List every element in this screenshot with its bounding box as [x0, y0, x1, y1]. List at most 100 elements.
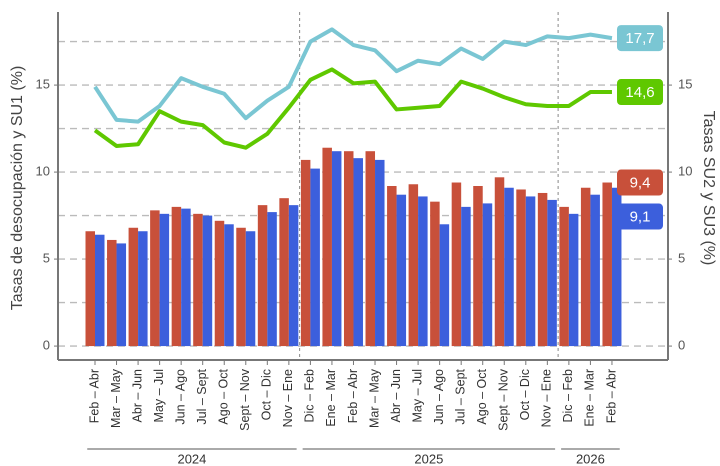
bar [171, 206, 182, 347]
bar [365, 151, 376, 347]
x-tick-label: Jul – Sept [195, 368, 209, 424]
value-label-text: 14,6 [625, 84, 654, 101]
x-tick-label: Ago – Oct [475, 368, 489, 424]
bar [418, 196, 428, 347]
x-tick-label: Abr – Jun [130, 369, 144, 423]
bar [288, 205, 299, 347]
x-tick-label: May – Jul [410, 369, 424, 423]
x-tick-label: Jun – Ago [173, 369, 187, 425]
bar [602, 182, 612, 347]
bar [310, 168, 320, 347]
bar [439, 224, 450, 347]
bar [473, 186, 483, 347]
value-label-box [617, 79, 663, 106]
year-label: 2026 [576, 451, 605, 466]
year-label: 2024 [177, 451, 206, 466]
x-tick-label: Ene – Mar [324, 369, 338, 427]
bar [279, 198, 289, 347]
y-tick-label: 15 [36, 77, 50, 92]
bar [482, 203, 493, 347]
x-tick-label: Mar – May [109, 368, 123, 428]
x-tick-label: Sept – Nov [238, 368, 252, 431]
x-tick-label: Jun – Ago [432, 369, 446, 425]
x-tick-label: Jul – Sept [453, 368, 467, 424]
bar [387, 186, 397, 347]
y2-tick-label: 10 [678, 164, 692, 179]
x-tick-label: Oct – Dic [518, 369, 532, 420]
value-label: 17,7 [617, 25, 663, 52]
bar [547, 199, 557, 347]
x-tick-label: Nov – Ene [540, 369, 554, 427]
line [93, 67, 612, 150]
value-label-text: 9,1 [630, 208, 651, 225]
bar [322, 147, 332, 347]
value-label-text: 17,7 [625, 30, 654, 47]
bar [396, 194, 407, 347]
bar [408, 184, 419, 347]
bar [537, 192, 548, 347]
x-tick-label: Sept – Nov [497, 368, 511, 431]
x-tick-label: Dic – Feb [303, 369, 317, 423]
y-tick-label: 0 [43, 338, 50, 353]
y-tick-label: 10 [36, 164, 50, 179]
bar [257, 205, 268, 347]
x-tick-label: Ene – Mar [583, 369, 597, 427]
bar [159, 213, 170, 347]
bar [95, 234, 105, 347]
bar [128, 227, 139, 347]
bar [494, 177, 505, 347]
bar [525, 196, 536, 347]
bar [85, 231, 95, 347]
bar [300, 159, 311, 347]
bar [138, 231, 148, 347]
value-label-text: 9,4 [630, 174, 651, 191]
bar [611, 187, 622, 347]
year-label: 2025 [414, 451, 443, 466]
bar [202, 215, 213, 347]
bar [353, 158, 363, 347]
bar [516, 189, 526, 347]
bar [116, 243, 127, 347]
bar [193, 213, 203, 347]
bar [245, 231, 256, 347]
bar [451, 182, 462, 347]
y-axis-title: Tasas de desocupación y SU1 (%) [9, 66, 26, 311]
bar [236, 227, 246, 347]
x-tick-label: Ago – Oct [217, 368, 231, 424]
bar [375, 159, 385, 347]
bar [559, 206, 569, 347]
bar [461, 206, 471, 347]
y-tick-label: 5 [43, 251, 50, 266]
value-label-box [617, 25, 663, 52]
bar [181, 208, 191, 347]
bar [580, 187, 591, 347]
bar [214, 220, 225, 347]
x-tick-label: Dic – Feb [561, 369, 575, 423]
x-tick-label: Nov – Ene [281, 369, 295, 427]
bar [504, 187, 514, 347]
y2-axis-title: Tasas SU2 y SU3 (%) [700, 111, 717, 266]
bar [224, 224, 234, 347]
value-label: 14,6 [617, 79, 663, 106]
value-label-box [617, 169, 663, 196]
bar [267, 212, 277, 347]
x-tick-label: Abr – Jun [389, 369, 403, 423]
x-tick-label: Oct – Dic [260, 369, 274, 420]
bar [107, 239, 117, 347]
bar [331, 151, 342, 347]
value-label-box [617, 203, 663, 230]
value-label: 9,4 [617, 169, 663, 196]
x-tick-label: Feb – Abr [87, 369, 101, 423]
y2-tick-label: 5 [678, 251, 685, 266]
bar [150, 210, 160, 347]
line [93, 27, 613, 124]
y2-tick-label: 15 [678, 77, 692, 92]
bar [430, 201, 440, 347]
x-tick-label: Feb – Abr [604, 369, 618, 423]
x-tick-label: Mar – May [367, 368, 381, 428]
y2-tick-label: 0 [678, 338, 685, 353]
bar [343, 151, 354, 347]
bar [590, 194, 600, 347]
x-tick-label: May – Jul [152, 369, 166, 423]
